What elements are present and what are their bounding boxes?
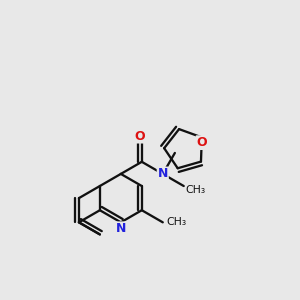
Text: O: O [196,136,207,149]
Text: O: O [134,130,145,142]
Text: CH₃: CH₃ [166,217,186,227]
Text: N: N [158,167,168,180]
Text: N: N [116,222,126,235]
Text: CH₃: CH₃ [185,184,205,194]
